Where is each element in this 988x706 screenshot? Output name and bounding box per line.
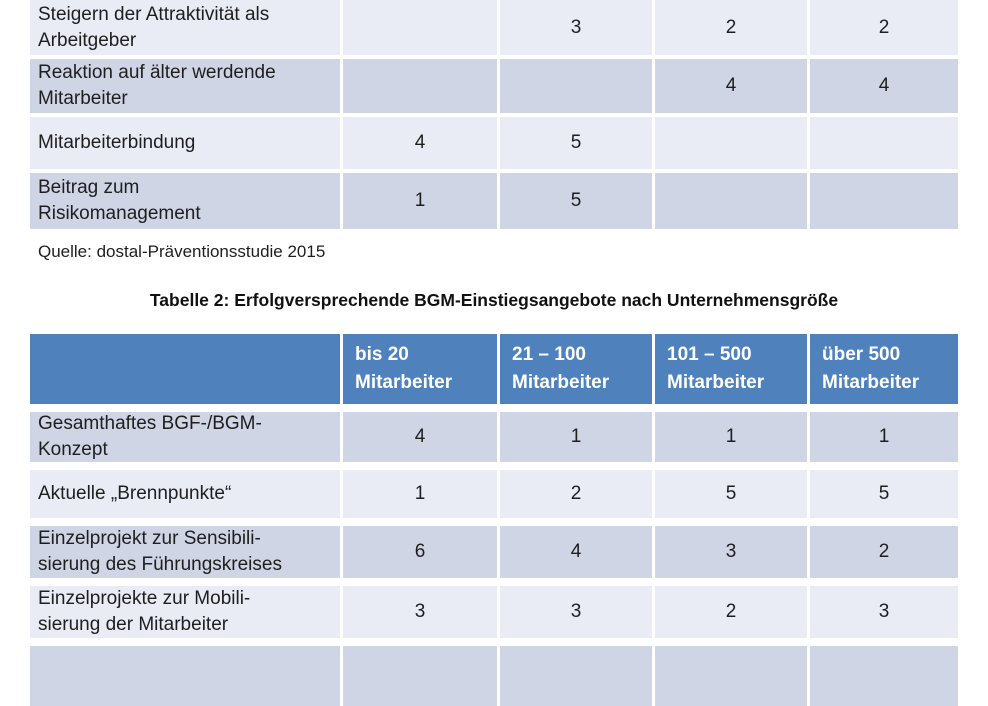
table2-row2-cell3: 5	[655, 470, 807, 518]
table2-row4-cell3: 2	[655, 586, 807, 638]
table1-row4-label: Beitrag zum Risikomanagement	[30, 173, 340, 229]
table1-row1-cell3: 2	[655, 0, 807, 55]
table2-row4-label: Einzelprojekte zur Mobili- sierung der M…	[30, 586, 340, 638]
table2-row3-label: Einzelprojekt zur Sensibili- sierung des…	[30, 526, 340, 578]
table1-row1-label: Steigern der Attraktivität als Arbeitgeb…	[30, 0, 340, 55]
table1-row4-cell2: 5	[500, 173, 652, 229]
table2-header-col3: 101 – 500 Mitarbeiter	[655, 334, 807, 404]
table2-row1-label: Gesamthaftes BGF-/BGM- Konzept	[30, 412, 340, 462]
table2-row3-cell3: 3	[655, 526, 807, 578]
table2-row3-cell2: 4	[500, 526, 652, 578]
table2-header-empty	[30, 334, 340, 404]
table1-row1-cell4: 2	[810, 0, 958, 55]
table1-row1-cell1	[343, 0, 497, 55]
table2-row5-label	[30, 646, 340, 706]
table2-header-col4: über 500 Mitarbeiter	[810, 334, 958, 404]
table2-row2-cell1: 1	[343, 470, 497, 518]
table1-row3-cell4	[810, 117, 958, 169]
table2-row1-cell3: 1	[655, 412, 807, 462]
table2-row3-cell4: 2	[810, 526, 958, 578]
table1-partial: Steigern der Attraktivität als Arbeitgeb…	[30, 0, 958, 229]
table1-row2-cell2	[500, 59, 652, 113]
table2-row1-cell1: 4	[343, 412, 497, 462]
table1-row3-cell2: 5	[500, 117, 652, 169]
table2-row3-cell1: 6	[343, 526, 497, 578]
table2-row2-cell2: 2	[500, 470, 652, 518]
table2-row4-cell2: 3	[500, 586, 652, 638]
table1-row2-cell1	[343, 59, 497, 113]
table1-row4-cell4	[810, 173, 958, 229]
table2-title: Tabelle 2: Erfolgversprechende BGM-Einst…	[149, 290, 839, 310]
table1-row3-cell3	[655, 117, 807, 169]
table1-row4-cell3	[655, 173, 807, 229]
table2-row5-cell4	[810, 646, 958, 706]
source-note: Quelle: dostal-Präventionsstudie 2015	[38, 242, 326, 261]
table1-row3-cell1: 4	[343, 117, 497, 169]
table1-row3-label: Mitarbeiterbindung	[30, 117, 340, 169]
table2-header-col2: 21 – 100 Mitarbeiter	[500, 334, 652, 404]
table1-row1-cell2: 3	[500, 0, 652, 55]
table2-row1-cell2: 1	[500, 412, 652, 462]
table1-row2-cell3: 4	[655, 59, 807, 113]
table2-row1-cell4: 1	[810, 412, 958, 462]
table2-header-col1: bis 20 Mitarbeiter	[343, 334, 497, 404]
table1-row2-label: Reaktion auf älter werdende Mitarbeiter	[30, 59, 340, 113]
table2-row5-cell3	[655, 646, 807, 706]
table2: bis 20 Mitarbeiter 21 – 100 Mitarbeiter …	[30, 334, 958, 706]
table1-row4-cell1: 1	[343, 173, 497, 229]
table2-row2-label: Aktuelle „Brennpunkte“	[30, 470, 340, 518]
table2-row5-cell2	[500, 646, 652, 706]
table2-row5-cell1	[343, 646, 497, 706]
table2-row4-cell4: 3	[810, 586, 958, 638]
table2-row2-cell4: 5	[810, 470, 958, 518]
table1-row2-cell4: 4	[810, 59, 958, 113]
table2-row4-cell1: 3	[343, 586, 497, 638]
